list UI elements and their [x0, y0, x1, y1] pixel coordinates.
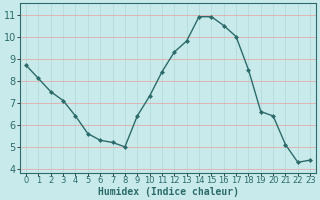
X-axis label: Humidex (Indice chaleur): Humidex (Indice chaleur) [98, 186, 239, 197]
